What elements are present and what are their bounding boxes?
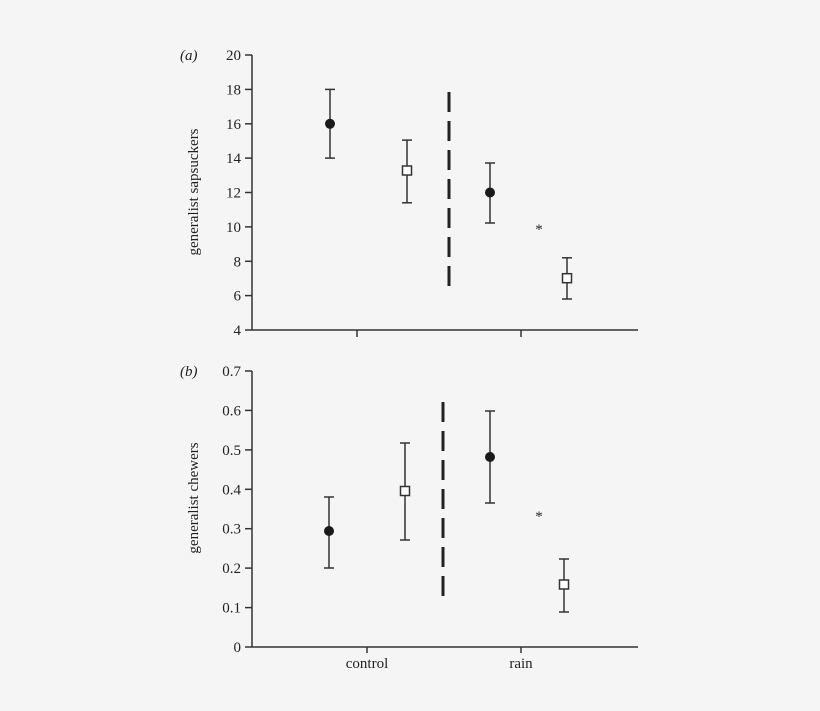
y-tick-label: 8 xyxy=(234,254,242,270)
y-tick-label: 0.6 xyxy=(222,403,241,419)
y-tick-label: 18 xyxy=(226,82,241,98)
y-tick-label: 20 xyxy=(226,48,241,64)
panel-a-significance-asterisk: * xyxy=(535,222,543,238)
panel-a-point-control-open xyxy=(401,139,413,204)
open-square-marker xyxy=(561,272,573,284)
y-tick-label: 0.4 xyxy=(222,482,241,498)
x-category-rain: rain xyxy=(509,656,533,672)
open-square-marker xyxy=(401,165,413,176)
panel-a-point-rain-open xyxy=(561,257,573,300)
y-tick-label: 0.2 xyxy=(222,561,241,577)
y-tick-label: 0.1 xyxy=(222,601,241,617)
filled-circle-marker xyxy=(485,452,495,462)
y-tick-label: 12 xyxy=(226,186,241,202)
panel-b-point-control-filled xyxy=(324,496,334,569)
panel-a-label: (a) xyxy=(180,48,198,64)
panel-b-point-control-open xyxy=(399,442,411,541)
panel-a-point-control-filled xyxy=(325,88,335,159)
y-tick-label: 0.5 xyxy=(222,443,241,459)
panel-a: (a) generalist sapsuckers 20 18 16 14 12… xyxy=(180,48,638,339)
open-square-marker xyxy=(558,579,570,590)
panel-b-point-rain-filled xyxy=(485,410,495,504)
panel-a-y-ticks xyxy=(245,54,252,331)
panel-b-significance-asterisk: * xyxy=(535,509,543,525)
panel-a-ylabel: generalist sapsuckers xyxy=(186,128,202,255)
panel-b-point-rain-open xyxy=(558,558,570,613)
y-tick-label: 0 xyxy=(234,640,242,656)
panel-a-y-tick-labels: 20 18 16 14 12 10 8 6 4 xyxy=(226,48,242,339)
y-tick-label: 0.7 xyxy=(222,364,241,380)
filled-circle-marker xyxy=(324,526,334,536)
y-tick-label: 10 xyxy=(226,220,241,236)
panel-a-point-rain-filled xyxy=(485,162,495,224)
panel-b-y-ticks xyxy=(245,370,252,648)
y-tick-label: 0.3 xyxy=(222,522,241,538)
y-tick-label: 14 xyxy=(226,151,242,167)
filled-circle-marker xyxy=(325,118,335,129)
open-square-marker xyxy=(399,485,411,497)
panel-b: (b) generalist chewers 0.7 0.6 0.5 0.4 0… xyxy=(180,364,638,672)
y-tick-label: 16 xyxy=(226,117,242,133)
panel-b-label: (b) xyxy=(180,364,198,380)
y-tick-label: 4 xyxy=(234,323,242,339)
panel-b-ylabel: generalist chewers xyxy=(186,442,202,553)
filled-circle-marker xyxy=(485,187,495,198)
y-tick-label: 6 xyxy=(234,289,242,305)
panel-b-y-tick-labels: 0.7 0.6 0.5 0.4 0.3 0.2 0.1 0 xyxy=(222,364,241,656)
x-category-control: control xyxy=(346,656,389,672)
